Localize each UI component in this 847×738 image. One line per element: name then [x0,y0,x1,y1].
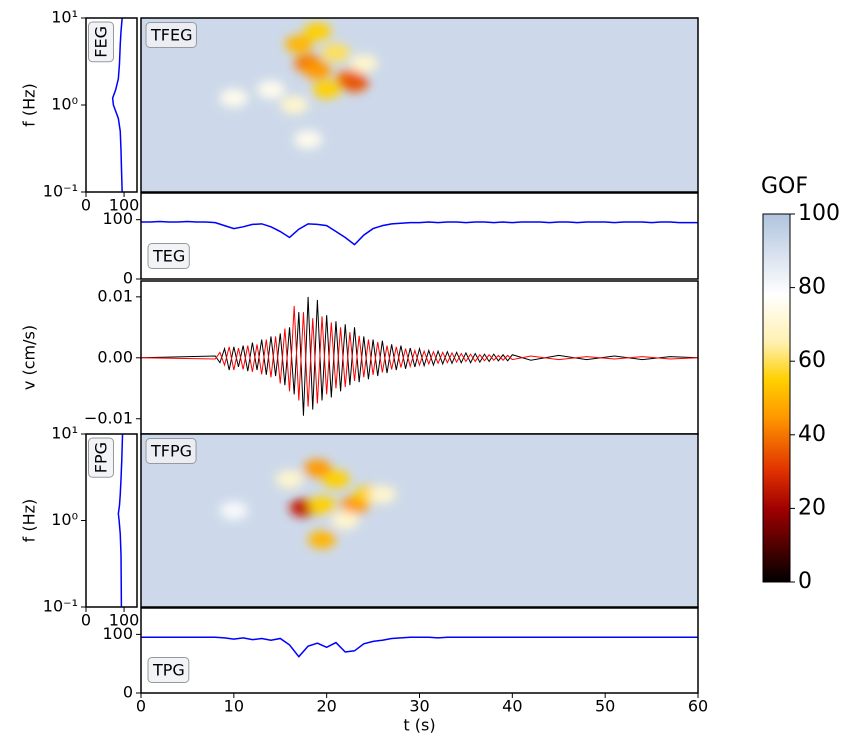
heatmap-spot [219,89,248,108]
colorbar-tick-label: 20 [798,495,826,520]
heatmap-spots [219,459,397,549]
y-tick-label: 100 [102,209,133,228]
x-tick-label: 0 [81,196,91,215]
y-tick-label: −0.01 [84,408,133,427]
x-tick-label: 40 [502,697,522,716]
x-tick-label: 60 [688,697,708,716]
heatmap-spot [308,496,337,515]
heatmap-spots [219,22,378,149]
panel-label: TFPG [145,438,197,464]
colorbar-tick-label: 40 [798,422,826,447]
heatmap-spot [275,470,304,489]
x-tick-label: 100 [109,196,140,215]
panel-frame [140,280,699,435]
panel-label-box [145,438,197,464]
y-tick-label: 0.01 [97,286,133,305]
profile-line [117,433,124,608]
x-tick-label: 10 [224,697,244,716]
y-axis-label: f (Hz) [20,83,39,127]
y-axis-label: v (cm/s) [20,325,39,390]
heatmap-spot [331,511,360,530]
panel-label: TPG [147,657,190,683]
panel-label-text: FPG [92,442,111,473]
y-tick-label: 0 [123,683,133,702]
heatmap-spot [284,35,313,54]
profile-line [111,17,123,193]
y-tick-label: 10¹ [51,424,78,443]
panel-label-box [88,21,114,63]
heatmap [141,18,698,192]
colorbar-tick-label: 80 [798,275,826,300]
panel-label-box [147,657,190,683]
panel-frame [140,192,699,280]
panel-frame [140,607,699,694]
x-tick-label: 20 [316,697,336,716]
x-tick-label: 100 [109,611,140,630]
y-tick-label: 100 [102,624,133,643]
panel-label-box [88,437,114,478]
data-line [141,636,698,658]
x-tick-label: 50 [595,697,615,716]
heatmap-background [141,18,698,192]
panel-frame [85,433,138,608]
heatmap-spot [280,96,309,114]
heatmap-spot [308,530,337,549]
colorbar [762,213,791,583]
heatmap-spot [294,130,323,149]
x-tick-label: 0 [136,697,146,716]
panel-label-box [145,22,197,48]
y-axis-label: f (Hz) [20,499,39,543]
heatmap [141,434,698,607]
heatmap-spot [256,80,285,99]
heatmap-spot [321,43,350,62]
panel-label-text: TPG [152,661,185,680]
x-tick-label: 0 [81,611,91,630]
panel-frame [85,17,138,193]
panel-label-text: FEG [92,26,111,58]
panel-frame [140,17,699,193]
y-tick-label: 10⁻¹ [43,597,78,616]
panel-label: TEG [147,243,190,269]
colorbar-tick-label: 60 [798,348,826,373]
colorbar-tick-label: 0 [798,569,812,594]
y-tick-label: 10⁻¹ [43,182,78,201]
panel-label-text: TFPG [150,442,192,461]
heatmap-spot [303,22,332,41]
heatmap-background [141,434,698,607]
panel-label-text: TEG [152,247,185,266]
y-tick-label: 10¹ [51,8,78,27]
heatmap-spot [312,80,341,99]
colorbar-tick-label: 100 [798,201,840,226]
x-axis-label: t (s) [403,716,435,735]
panel-label: FEG [88,21,114,63]
panel-label-box [147,243,190,269]
heatmap-spot [303,61,332,80]
heatmap-spot [368,485,397,504]
y-tick-label: 0 [123,269,133,288]
y-tick-label: 10⁰ [51,510,78,529]
heatmap-spot [303,459,332,478]
panel-label: TFEG [145,22,197,48]
x-tick-label: 30 [409,697,429,716]
heatmap-spot [219,501,248,520]
y-tick-label: 10⁰ [51,95,78,114]
panel-label-text: TFEG [150,26,192,45]
y-tick-label: 0.00 [97,347,133,366]
data-line [141,220,698,246]
panel-label: FPG [88,437,114,478]
heatmap-spot [349,54,378,73]
heatmap-spot [321,470,350,489]
colorbar-title: GOF [761,174,808,199]
data-line [140,296,699,416]
heatmap-spot [340,73,369,92]
panel-frame [140,433,699,608]
data-line [140,305,699,407]
